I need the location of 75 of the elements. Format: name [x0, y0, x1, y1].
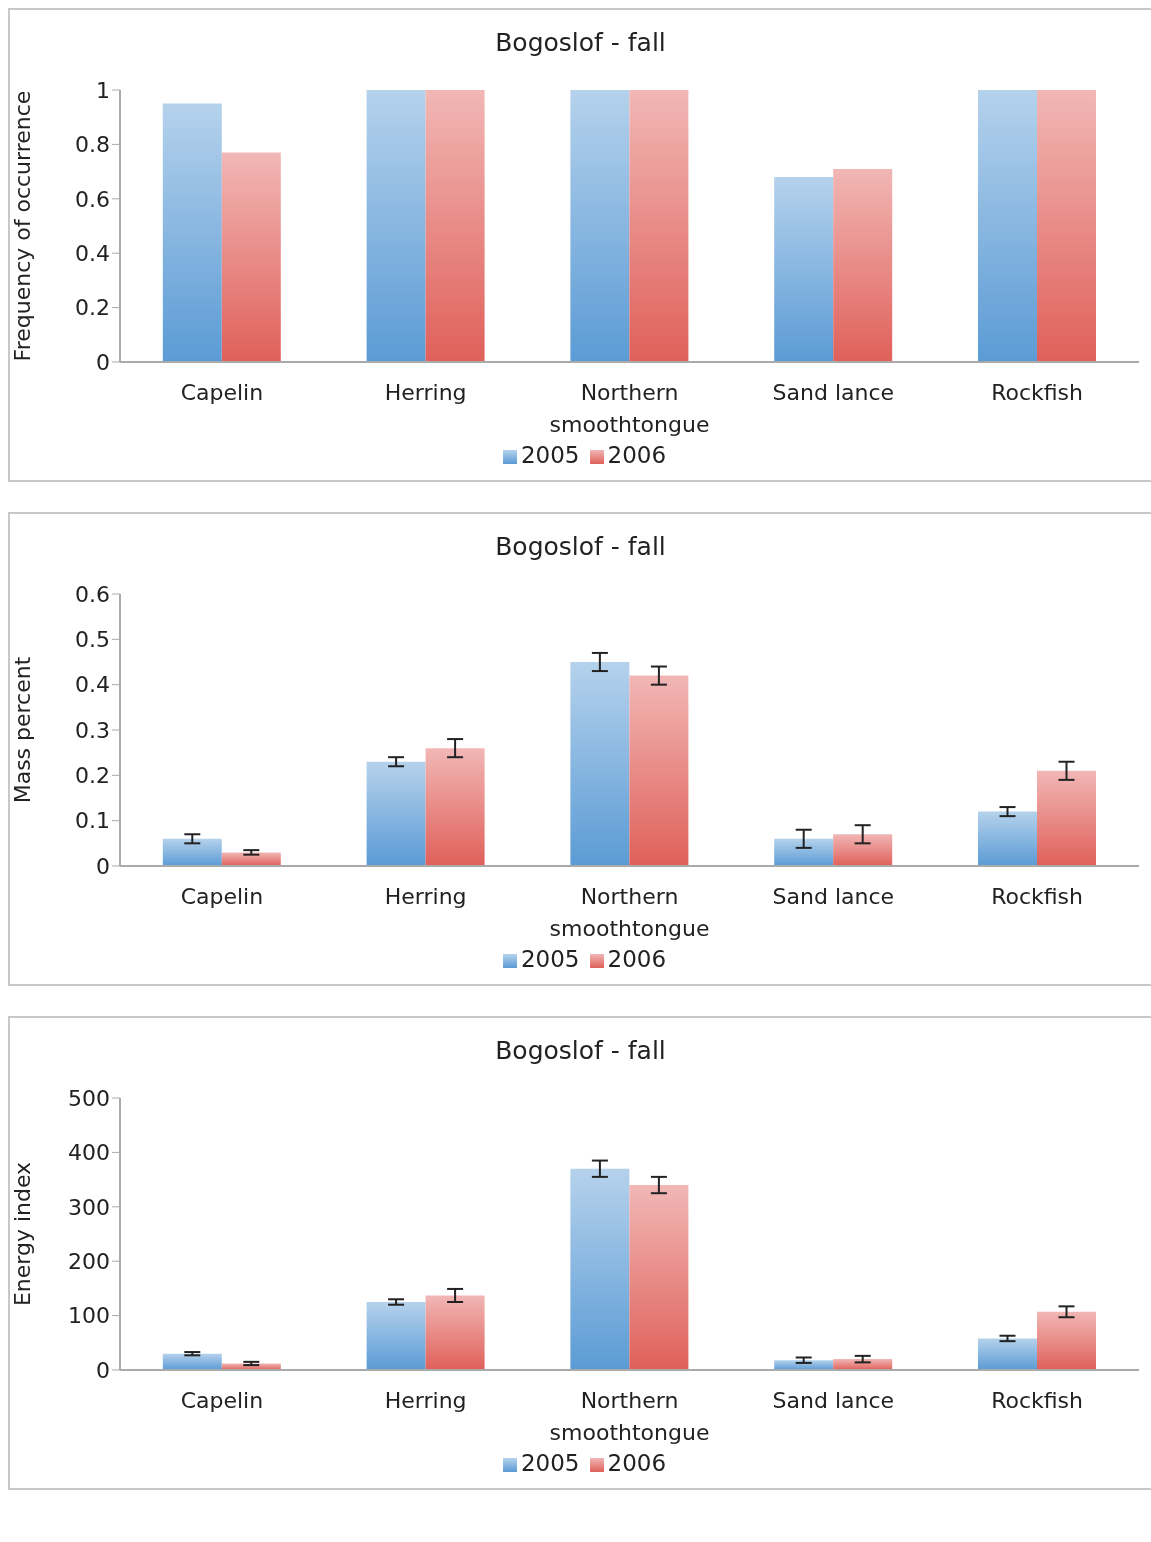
bar — [774, 1360, 834, 1370]
bar — [366, 1302, 426, 1370]
bar — [1037, 1311, 1096, 1370]
bar — [774, 177, 834, 362]
bar — [570, 90, 630, 362]
bar — [570, 1168, 630, 1370]
x-tick-label: Herring — [384, 380, 467, 405]
x-tick-label: Capelin — [180, 884, 264, 909]
bar — [629, 675, 689, 866]
bar — [425, 748, 485, 866]
chart-title: Bogoslof - fall — [494, 1035, 667, 1067]
y-tick-label: 1 — [96, 77, 110, 103]
y-axis-title: Frequency of occurrence — [9, 90, 35, 362]
bar — [978, 90, 1037, 362]
x-tick-label: Rockfish — [991, 1388, 1084, 1413]
bar — [978, 1338, 1037, 1370]
bar — [629, 90, 689, 362]
x-tick-label: Capelin — [180, 380, 264, 405]
legend-label: 2006 — [607, 946, 667, 972]
y-tick-label: 0.4 — [75, 241, 110, 267]
legend-label: 2005 — [520, 442, 580, 468]
y-tick-label: 0.5 — [75, 627, 110, 653]
y-tick-label: 200 — [68, 1249, 110, 1275]
bar — [833, 834, 893, 866]
x-tick-label: Northern smoothtongue — [549, 1388, 710, 1445]
bar — [978, 811, 1037, 866]
chart-title: Bogoslof - fall — [494, 27, 667, 59]
legend-label: 2006 — [607, 1450, 667, 1476]
bar — [162, 1353, 222, 1370]
bar — [1037, 770, 1096, 866]
bar — [425, 90, 485, 362]
bar — [162, 838, 222, 866]
x-tick-label: Rockfish — [991, 884, 1084, 909]
bar — [833, 1359, 893, 1370]
y-tick-label: 0.8 — [75, 132, 110, 158]
y-tick-label: 100 — [68, 1303, 110, 1329]
bar — [162, 103, 222, 362]
bar — [221, 852, 281, 866]
x-tick-label: Herring — [384, 884, 467, 909]
y-tick-label: 0.6 — [75, 581, 110, 607]
y-tick-label: 0 — [96, 349, 110, 375]
y-axis-title: Energy index — [9, 1161, 35, 1307]
x-tick-label: Northern smoothtongue — [549, 380, 710, 437]
y-tick-label: 0 — [96, 853, 110, 879]
y-tick-label: 0.4 — [75, 672, 110, 698]
y-tick-label: 0.3 — [75, 717, 110, 743]
bar — [221, 152, 281, 362]
bar — [425, 1295, 485, 1370]
y-tick-label: 0.2 — [75, 763, 110, 789]
x-tick-label: Rockfish — [991, 380, 1084, 405]
x-tick-label: Sand lance — [772, 884, 895, 909]
y-tick-label: 500 — [68, 1085, 110, 1111]
bar — [1037, 90, 1096, 362]
legend-label: 2005 — [520, 946, 580, 972]
y-axis-title: Mass percent — [9, 656, 35, 804]
bar — [629, 1185, 689, 1370]
bar — [366, 761, 426, 866]
y-tick-label: 300 — [68, 1194, 110, 1220]
x-tick-label: Sand lance — [772, 1388, 895, 1413]
bar — [774, 838, 834, 866]
y-tick-label: 0 — [96, 1357, 110, 1383]
legend-label: 2006 — [607, 442, 667, 468]
y-tick-label: 0.2 — [75, 295, 110, 321]
x-tick-label: Capelin — [180, 1388, 264, 1413]
legend-label: 2005 — [520, 1450, 580, 1476]
bar — [570, 662, 630, 866]
chart-title: Bogoslof - fall — [494, 531, 667, 563]
y-tick-label: 0.1 — [75, 808, 110, 834]
x-tick-label: Herring — [384, 1388, 467, 1413]
y-tick-label: 400 — [68, 1140, 110, 1166]
x-tick-label: Northern smoothtongue — [549, 884, 710, 941]
bar — [366, 90, 426, 362]
bar — [833, 168, 893, 362]
x-tick-label: Sand lance — [772, 380, 895, 405]
y-tick-label: 0.6 — [75, 186, 110, 212]
